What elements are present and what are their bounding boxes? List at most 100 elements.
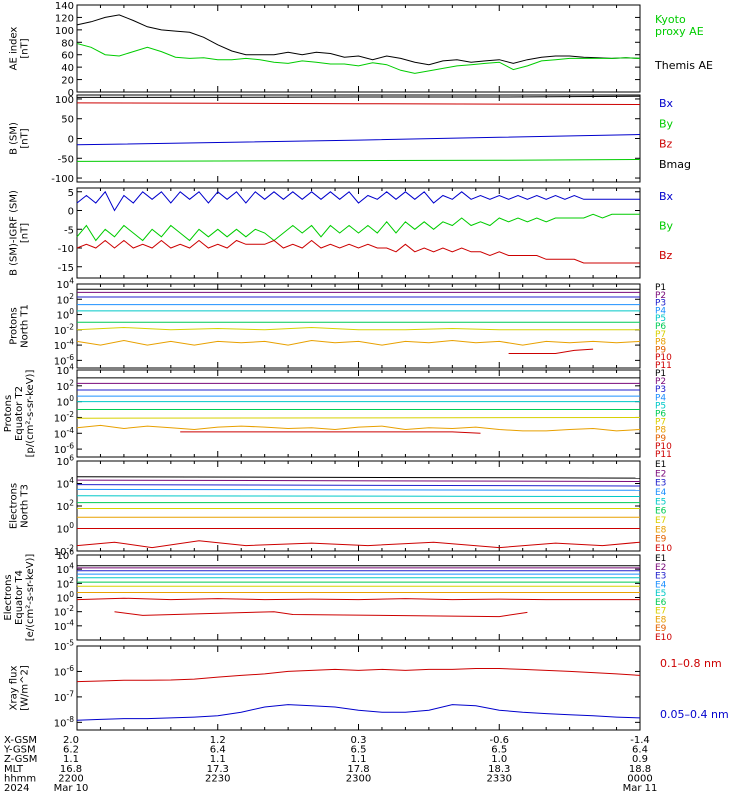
series-bz [76, 102, 641, 105]
series-by [76, 213, 640, 242]
series-e10 [114, 611, 528, 618]
y-tick-label: 104 [56, 562, 74, 577]
legend-entry: E9 [655, 535, 667, 545]
x-tick-label: 6.5 [491, 745, 507, 756]
legend-entry: E2 [655, 563, 666, 573]
y-tick-label: 102 [56, 499, 74, 514]
y-tick-label: 10-4 [54, 426, 74, 441]
legend-entry: Kyoto proxy AE [655, 13, 704, 38]
y-tick-label: 10-8 [54, 715, 74, 730]
x-row-label: Y-GSM [3, 745, 36, 756]
legend-entry: P11 [655, 361, 672, 371]
y-axis-title: B (SM)[nT] [9, 122, 31, 155]
y-tick-label: 104 [56, 277, 74, 292]
plot-frame [76, 94, 641, 183]
y-tick-label: 50 [61, 115, 74, 126]
legend-entry: P7 [655, 330, 666, 340]
series-e4 [76, 488, 641, 491]
x-row-label: X-GSM [4, 735, 37, 746]
panel-8: 10-8 10-7 10-6 10-5 Xray flux[W/m^2] 0.1–0.8 … [9, 639, 729, 731]
x-tick-label: 0000 [627, 773, 652, 784]
y-tick-label: 140 [55, 1, 74, 12]
x-tick-label: 1.0 [491, 754, 507, 765]
legend-entry: E5 [655, 497, 666, 507]
legend-entry: Bz [659, 138, 673, 151]
legend-entry: P11 [655, 450, 672, 460]
y-tick-label: 10-7 [54, 689, 74, 704]
series-themis-ae [76, 14, 641, 66]
y-tick-label: 0 [68, 135, 74, 146]
x-tick-label: -1.4 [630, 735, 650, 746]
legend-entry: E5 [655, 589, 666, 599]
x-tick-label: 18.8 [629, 764, 651, 775]
legend-entry: E9 [655, 624, 667, 634]
series-bmag [77, 95, 641, 98]
legend-entry: E4 [655, 488, 667, 498]
legend-entry: P8 [655, 426, 666, 436]
y-axis-title: ProtonsEquator T2[p/(cm²-s-sr-keV)] [3, 370, 36, 458]
series-e5 [76, 495, 641, 497]
y-tick-label: 104 [56, 476, 74, 491]
series-bx [76, 190, 640, 212]
x-tick-label: 6.4 [632, 745, 648, 756]
y-tick-label: -10 [58, 244, 74, 255]
series-p8 [76, 339, 641, 346]
y-tick-label: 100 [56, 307, 74, 322]
legend-entry: E3 [655, 572, 666, 582]
x-tick-label: 2300 [346, 773, 371, 784]
legend-entry: By [659, 117, 674, 130]
legend-entry: Themis AE [654, 59, 713, 72]
legend-entry: P8 [655, 338, 666, 348]
y-tick-label: 10-2 [54, 322, 74, 337]
legend-entry: P3 [655, 299, 666, 309]
legend-entry: E7 [655, 516, 666, 526]
y-tick-label: 102 [56, 292, 74, 307]
y-tick-label: 100 [56, 521, 74, 536]
legend-entry: P5 [655, 401, 666, 411]
y-axis-title: Xray flux[W/m^2] [9, 665, 31, 711]
y-tick-label: 10-6 [54, 664, 74, 679]
legend-entry: E1 [655, 554, 666, 564]
y-tick-label: 10-6 [54, 442, 74, 457]
y-tick-label: 100 [55, 95, 74, 106]
y-tick-label: 80 [61, 38, 74, 49]
legend-entry: E2 [655, 469, 666, 479]
series-0-1-0-8-nm [76, 668, 641, 683]
legend-entry: E10 [655, 544, 672, 554]
legend-entry: P4 [655, 393, 666, 403]
y-tick-label: -100 [51, 174, 74, 185]
y-tick-label: 102 [56, 576, 74, 591]
y-tick-label: 10-5 [54, 639, 74, 654]
y-axis-title: ElectronsEquator T4[e/(cm²-s-sr-keV)] [3, 554, 36, 642]
legend-entry: P6 [655, 410, 666, 420]
series-bz [76, 239, 640, 264]
legend-entry: E7 [655, 607, 666, 617]
legend-entry: P1 [655, 369, 666, 379]
y-tick-label: 106 [56, 548, 74, 563]
y-tick-label: 10-4 [54, 618, 74, 633]
legend-entry: P7 [655, 418, 666, 428]
y-tick-label: 100 [56, 590, 74, 605]
y-tick-label: 0 [68, 88, 74, 99]
legend-entry: E1 [655, 460, 666, 470]
x-tick-label: 0.3 [351, 735, 367, 746]
x-tick-label: 2330 [487, 773, 512, 784]
series-p10 [508, 348, 594, 354]
legend-entry: P9 [655, 434, 666, 444]
plot-frame [76, 4, 641, 93]
legend-entry: Bx [659, 97, 674, 110]
legend-entry: Bz [659, 249, 673, 262]
legend-entry: P1 [655, 283, 666, 293]
legend-entry: P2 [655, 377, 666, 387]
y-tick-label: 10-6 [54, 353, 74, 368]
y-tick-label: 20 [61, 76, 74, 87]
plot-frame [76, 645, 641, 731]
x-tick-label: Mar 10 [54, 783, 89, 794]
legend-entry: P10 [655, 442, 672, 452]
legend-entry: P3 [655, 385, 666, 395]
y-tick-label: 10-2 [54, 604, 74, 619]
y-axis-title: B (SM)-IGRF (SM)[nT] [9, 190, 31, 276]
